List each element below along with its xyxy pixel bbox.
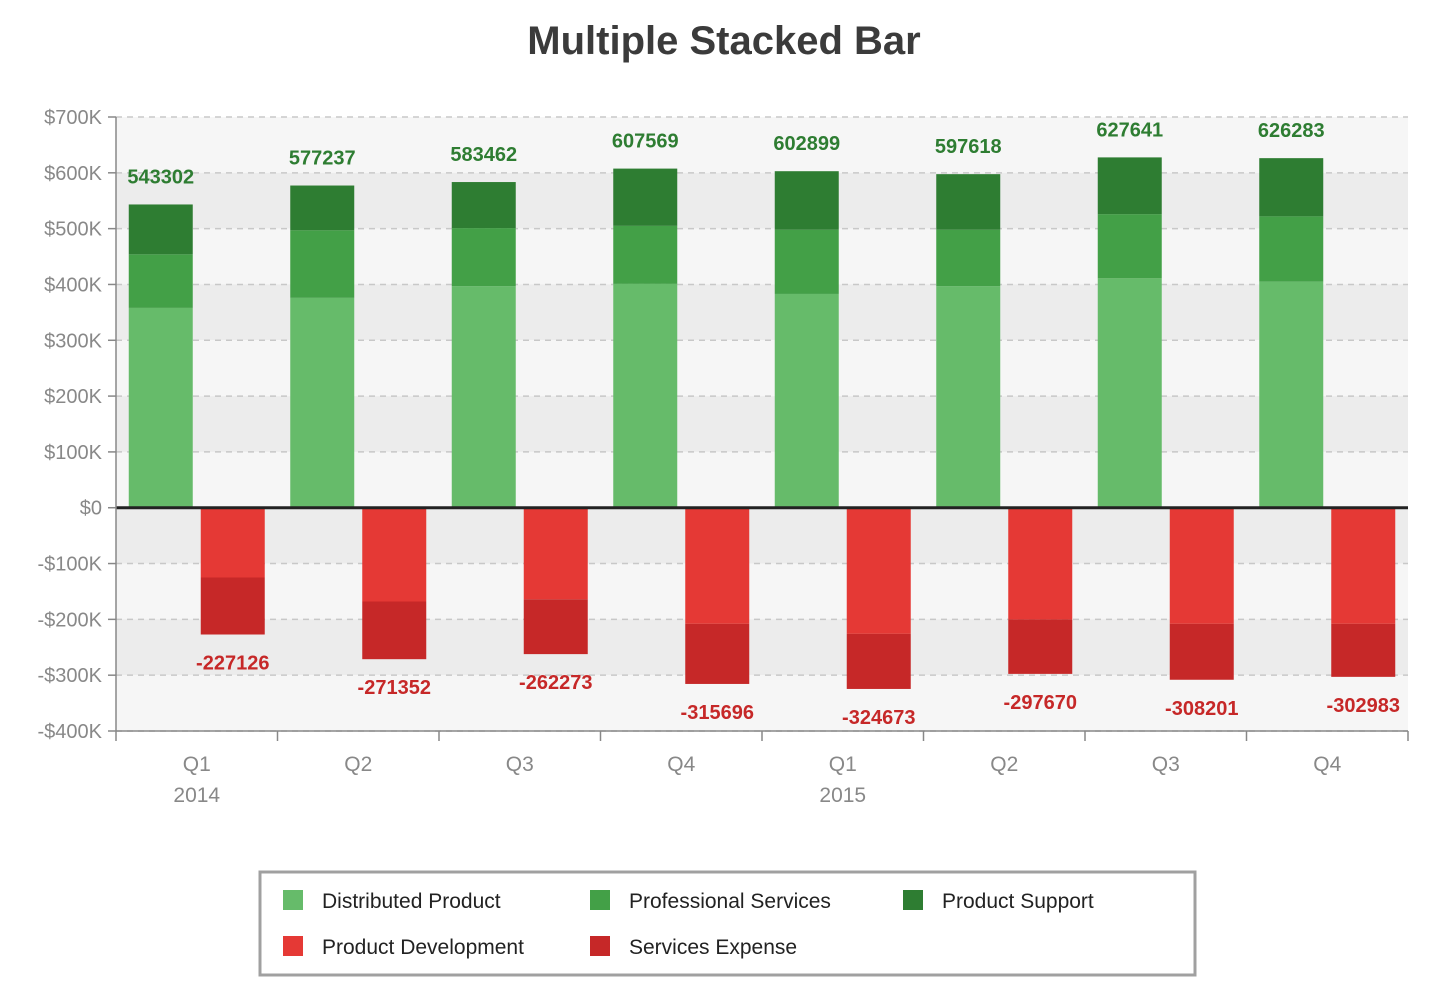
bar-segment <box>846 507 911 634</box>
legend-swatch <box>283 890 303 910</box>
negative-total-label: -302983 <box>1327 695 1400 717</box>
bar-segment <box>128 254 193 308</box>
y-tick-label: -$400K <box>38 721 103 743</box>
negative-total-label: -308201 <box>1165 698 1238 720</box>
legend-box <box>258 870 1197 977</box>
y-tick-label: $600K <box>44 163 102 185</box>
bar-segment <box>1169 623 1234 680</box>
bar-segment <box>1097 214 1162 279</box>
bar-segment <box>774 293 839 508</box>
y-tick-label: -$100K <box>38 554 103 576</box>
bar-segment <box>451 286 516 508</box>
x-tick-label: Q1 <box>183 753 211 776</box>
bar-segment <box>1331 623 1396 677</box>
bar-segment <box>685 507 750 624</box>
bar-segment <box>362 507 427 602</box>
x-group-label: 2015 <box>819 784 866 807</box>
bar-segment <box>128 204 193 255</box>
x-tick-label: Q2 <box>990 753 1018 776</box>
bar-segment <box>1008 619 1073 674</box>
bar-segment <box>200 507 265 578</box>
bar-segment <box>613 168 678 226</box>
y-tick-label: $300K <box>44 330 102 352</box>
legend-swatch <box>283 936 303 956</box>
y-axis: $700K $600K $500K $400K $300K $200K $100K $0 -$1… <box>38 107 117 743</box>
legend-label: Services Expense <box>629 936 797 959</box>
bar-segment <box>451 182 516 229</box>
bar-segment <box>936 229 1001 287</box>
positive-total-label: 583462 <box>450 144 517 166</box>
negative-total-label: -227126 <box>196 653 269 675</box>
bar-segment <box>290 185 355 231</box>
negative-total-label: -271352 <box>358 677 431 699</box>
positive-total-label: 607569 <box>612 131 679 153</box>
positive-total-label: 543302 <box>127 166 194 188</box>
chart-title: Multiple Stacked Bar <box>527 19 920 63</box>
x-tick-label: Q4 <box>1313 753 1341 776</box>
bar-segment <box>1097 157 1162 215</box>
y-tick-label: -$200K <box>38 609 103 631</box>
y-tick-label: -$300K <box>38 665 103 687</box>
bar-segment <box>774 171 839 230</box>
x-tick-label: Q3 <box>1152 753 1180 776</box>
positive-total-label: 602899 <box>773 133 840 155</box>
legend-swatch <box>590 890 610 910</box>
x-tick-label: Q2 <box>344 753 372 776</box>
bar-segment <box>1259 158 1324 217</box>
legend-swatch <box>590 936 610 956</box>
legend: Distributed Product Professional Services… <box>258 870 1197 977</box>
negative-total-label: -324673 <box>842 707 915 729</box>
bar-segment <box>936 286 1001 508</box>
bar-segment <box>1169 507 1234 624</box>
bar-segment <box>290 297 355 508</box>
bar-segment <box>200 577 265 635</box>
negative-total-label: -297670 <box>1004 692 1077 714</box>
bar-segment <box>613 225 678 284</box>
bar-segment <box>128 307 193 508</box>
bar-segment <box>290 230 355 298</box>
bar-segment <box>523 507 588 600</box>
x-tick-label: Q3 <box>506 753 534 776</box>
bar-segment <box>1008 507 1073 620</box>
x-axis: Q1 Q2 Q3 Q4 Q1 Q2 Q3 Q4 2014 2015 <box>115 730 1409 807</box>
bar-segment <box>1259 281 1324 508</box>
legend-label: Product Support <box>942 890 1094 913</box>
bar-segment <box>846 633 911 689</box>
total-labels: 543302 577237 583462 607569 602899 597618 6276… <box>127 119 1400 729</box>
y-tick-label: $400K <box>44 274 102 296</box>
x-tick-label: Q4 <box>667 753 695 776</box>
x-group-label: 2014 <box>173 784 220 807</box>
legend-label: Product Development <box>322 936 524 959</box>
bars <box>128 157 1396 689</box>
negative-total-label: -262273 <box>519 672 592 694</box>
y-tick-label: $100K <box>44 442 102 464</box>
bar-segment <box>774 229 839 294</box>
x-tick-label: Q1 <box>829 753 857 776</box>
bar-segment <box>1097 278 1162 508</box>
bar-segment <box>1331 507 1396 624</box>
bar-segment <box>685 623 750 684</box>
y-tick-label: $500K <box>44 219 102 241</box>
legend-label: Professional Services <box>629 890 831 913</box>
positive-total-label: 627641 <box>1096 119 1163 141</box>
bar-segment <box>451 228 516 287</box>
plot-band <box>116 117 1408 173</box>
bar-segment <box>613 283 678 508</box>
positive-total-label: 577237 <box>289 148 356 170</box>
bar-segment <box>1259 216 1324 282</box>
positive-total-label: 626283 <box>1258 120 1325 142</box>
y-tick-label: $700K <box>44 107 102 129</box>
plot-band <box>116 675 1408 731</box>
negative-total-label: -315696 <box>681 702 754 724</box>
bar-segment <box>523 599 588 655</box>
legend-swatch <box>903 890 923 910</box>
bar-segment <box>936 174 1001 230</box>
bar-segment <box>362 601 427 660</box>
y-tick-label: $0 <box>80 498 102 520</box>
positive-total-label: 597618 <box>935 136 1002 158</box>
y-tick-label: $200K <box>44 386 102 408</box>
legend-label: Distributed Product <box>322 890 501 913</box>
